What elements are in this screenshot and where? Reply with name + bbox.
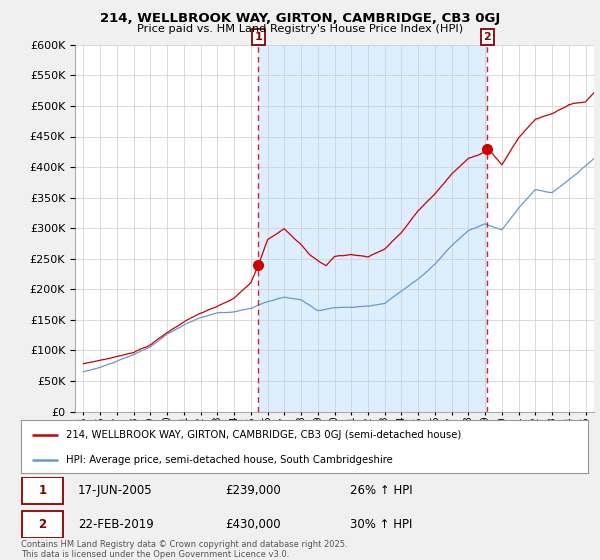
Text: 26% ↑ HPI: 26% ↑ HPI: [350, 484, 412, 497]
Text: 1: 1: [38, 484, 47, 497]
Text: £430,000: £430,000: [225, 518, 281, 531]
Text: 214, WELLBROOK WAY, GIRTON, CAMBRIDGE, CB3 0GJ: 214, WELLBROOK WAY, GIRTON, CAMBRIDGE, C…: [100, 12, 500, 25]
Bar: [259, 45, 487, 412]
Text: HPI: Average price, semi-detached house, South Cambridgeshire: HPI: Average price, semi-detached house,…: [67, 455, 393, 465]
Text: 214, WELLBROOK WAY, GIRTON, CAMBRIDGE, CB3 0GJ (semi-detached house): 214, WELLBROOK WAY, GIRTON, CAMBRIDGE, C…: [67, 430, 462, 440]
Text: Price paid vs. HM Land Registry's House Price Index (HPI): Price paid vs. HM Land Registry's House …: [137, 24, 463, 34]
Text: 17-JUN-2005: 17-JUN-2005: [78, 484, 152, 497]
Text: 30% ↑ HPI: 30% ↑ HPI: [350, 518, 412, 531]
FancyBboxPatch shape: [22, 477, 63, 504]
Text: 22-FEB-2019: 22-FEB-2019: [78, 518, 154, 531]
FancyBboxPatch shape: [22, 511, 63, 538]
Text: 2: 2: [38, 518, 47, 531]
Text: 2: 2: [484, 32, 491, 42]
Text: £239,000: £239,000: [225, 484, 281, 497]
Text: Contains HM Land Registry data © Crown copyright and database right 2025.
This d: Contains HM Land Registry data © Crown c…: [21, 540, 347, 559]
Text: 1: 1: [254, 32, 262, 42]
